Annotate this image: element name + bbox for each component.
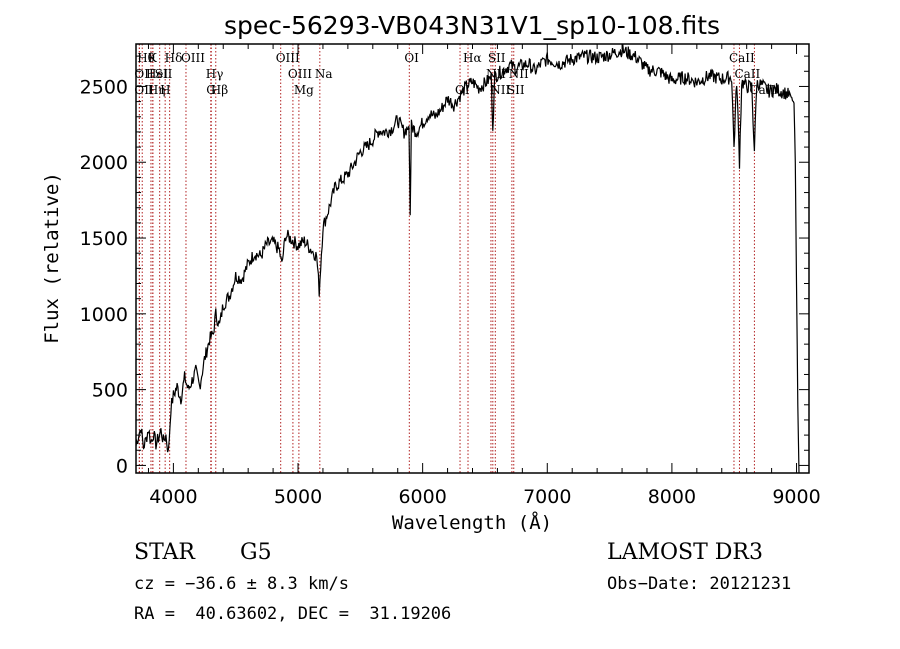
line-label-4: HeI [146, 67, 169, 81]
line-label-26: CaII [734, 67, 760, 81]
line-label-24: NII [509, 67, 529, 81]
x-axis-ticks: 4000 5000 6000 7000 8000 9000 [147, 44, 821, 508]
line-label-23: SII [507, 83, 525, 97]
line-label-10: Hγ [206, 67, 224, 81]
y-tick-label-1000: 1000 [80, 304, 128, 326]
x-tick-label-6000: 6000 [398, 486, 446, 508]
x-tick-label-5000: 5000 [274, 486, 322, 508]
line-label-5: Hη [148, 83, 166, 97]
line-label-17: OI [404, 51, 419, 65]
line-label-0: Hθ [137, 51, 155, 65]
line-label-7: H [160, 83, 170, 97]
line-label-15: Mg [294, 83, 314, 97]
line-label-8: Hδ [165, 51, 183, 65]
y-tick-label-2500: 2500 [80, 76, 128, 98]
survey-name: LAMOST DR3 [607, 540, 763, 565]
y-axis-label: Flux (relative) [41, 172, 63, 344]
y-axis-ticks: 0 500 1000 1500 2000 2500 [80, 55, 809, 477]
object-subclass: G5 [240, 540, 272, 565]
x-tick-label-7000: 7000 [523, 486, 571, 508]
line-label-19: Hα [463, 51, 482, 65]
line-label-11: G [206, 83, 216, 97]
line-label-25: CaII [729, 51, 755, 65]
line-label-14: OIII [288, 67, 312, 81]
line-label-16: Na [315, 67, 333, 81]
line-label-3: K [148, 51, 158, 65]
line-label-9: OIII [181, 51, 205, 65]
x-tick-label-9000: 9000 [772, 486, 820, 508]
line-label-21: SII [488, 51, 506, 65]
line-label-22: NII [490, 83, 510, 97]
ra-dec-coordinates: RA = 40.63602, DEC = 31.19206 [134, 604, 452, 624]
plot-frame [135, 43, 810, 474]
line-label-1: OII [134, 67, 154, 81]
spectrum-chart: spec-56293-VB043N31V1_sp10-108.fits Hθ OI… [41, 11, 821, 534]
x-axis-label: Wavelength (Å) [392, 511, 552, 534]
line-label-13: OIII [276, 51, 300, 65]
chart-title: spec-56293-VB043N31V1_sp10-108.fits [224, 11, 720, 40]
observation-date: Obs−Date: 20121231 [607, 574, 792, 594]
line-label-6: SII [155, 67, 173, 81]
x-tick-label-4000: 4000 [149, 486, 197, 508]
y-tick-label-0: 0 [116, 455, 128, 477]
x-tick-label-8000: 8000 [648, 486, 696, 508]
spectral-line-markers [138, 44, 755, 473]
redshift-cz: cz = −36.6 ± 8.3 km/s [134, 574, 349, 594]
object-class: STAR [134, 540, 195, 565]
y-tick-label-500: 500 [92, 380, 128, 402]
y-tick-label-2000: 2000 [80, 152, 128, 174]
spectrum-line [135, 44, 800, 474]
line-label-12: Hβ [211, 83, 228, 97]
y-tick-label-1500: 1500 [80, 228, 128, 250]
